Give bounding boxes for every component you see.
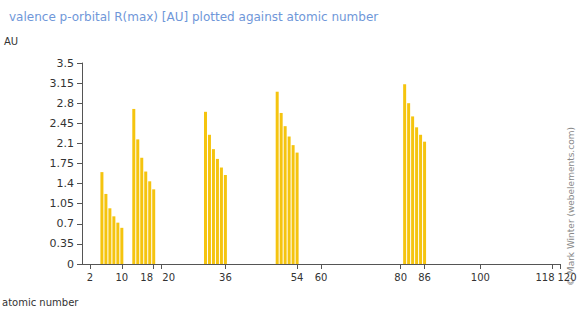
svg-text:80: 80	[394, 272, 407, 283]
svg-text:36: 36	[219, 272, 232, 283]
svg-text:100: 100	[471, 272, 490, 283]
svg-text:2: 2	[87, 272, 93, 283]
svg-text:1.4: 1.4	[57, 177, 75, 190]
svg-text:atomic number: atomic number	[2, 297, 79, 308]
svg-text:18: 18	[140, 272, 153, 283]
svg-text:60: 60	[315, 272, 328, 283]
svg-text:0.7: 0.7	[57, 217, 75, 230]
svg-text:0.35: 0.35	[50, 237, 75, 250]
svg-text:3.5: 3.5	[57, 57, 75, 70]
svg-text:1.05: 1.05	[50, 197, 75, 210]
svg-text:54: 54	[291, 272, 304, 283]
svg-text:2.8: 2.8	[57, 97, 75, 110]
svg-text:3.15: 3.15	[50, 77, 75, 90]
svg-text:2.45: 2.45	[50, 117, 75, 130]
svg-text:© Mark Winter (webelements.com: © Mark Winter (webelements.com)	[566, 127, 576, 286]
svg-text:2.1: 2.1	[57, 137, 75, 150]
svg-text:1.75: 1.75	[50, 157, 75, 170]
svg-text:10: 10	[115, 272, 128, 283]
svg-text:20: 20	[162, 272, 175, 283]
svg-text:0: 0	[67, 258, 74, 271]
svg-text:AU: AU	[4, 36, 18, 47]
svg-text:valence p-orbital R(max) [AU]: valence p-orbital R(max) [AU] plotted ag…	[9, 10, 378, 24]
svg-text:118: 118	[535, 272, 554, 283]
svg-text:120: 120	[557, 272, 576, 283]
svg-text:86: 86	[418, 272, 431, 283]
